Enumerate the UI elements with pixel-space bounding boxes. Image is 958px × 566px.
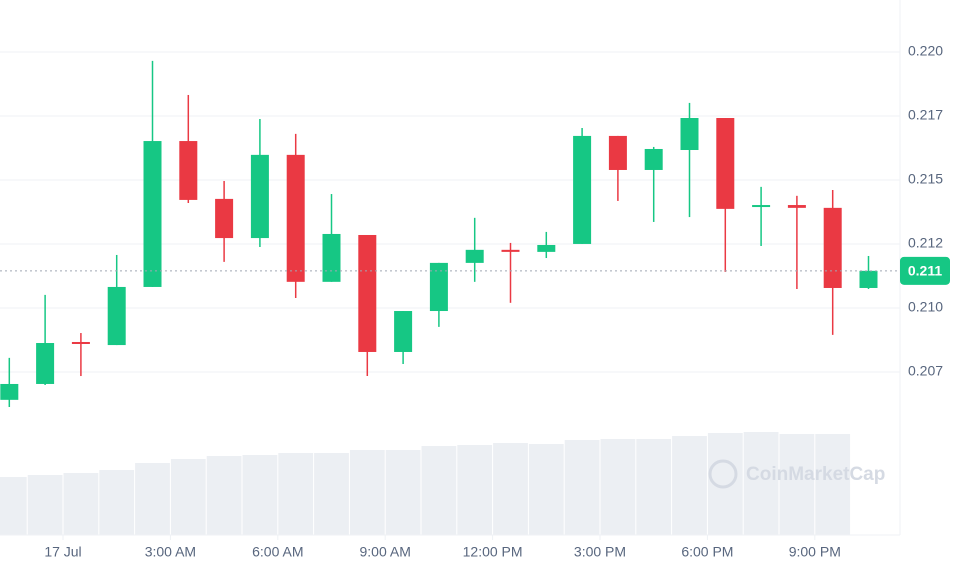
- volume-bar: [493, 443, 528, 535]
- candle-body: [644, 148, 663, 170]
- x-tick-label: 3:00 AM: [145, 544, 196, 560]
- y-tick-label: 0.210: [908, 299, 943, 315]
- volume-bar: [314, 453, 349, 535]
- volume-bar: [636, 439, 672, 535]
- y-tick-label: 0.217: [908, 107, 943, 123]
- watermark: CoinMarketCap: [746, 464, 885, 485]
- volume-bar: [779, 434, 815, 535]
- candle-body: [250, 154, 269, 239]
- candle-body: [787, 205, 806, 208]
- x-tick-label: 12:00 PM: [463, 544, 523, 560]
- candle-body: [608, 135, 627, 170]
- candle-body: [429, 262, 448, 312]
- candle-body: [465, 249, 484, 263]
- candle-body: [752, 205, 771, 208]
- x-tick-label: 17 Jul: [44, 544, 81, 560]
- candle-body: [286, 154, 305, 282]
- volume-bar: [421, 446, 457, 535]
- volume-bar: [457, 445, 493, 535]
- volume-bar: [206, 456, 242, 535]
- volume-layer: [0, 432, 851, 535]
- candle-body: [573, 135, 592, 244]
- volume-bar: [815, 434, 851, 535]
- candle-body: [358, 234, 377, 352]
- volume-bar: [528, 444, 564, 535]
- volume-bar: [135, 463, 170, 535]
- volume-bar: [349, 450, 385, 535]
- grid-layer: [0, 51, 900, 373]
- volume-bar: [743, 432, 779, 535]
- candle-body: [215, 198, 234, 239]
- candle-body: [143, 141, 162, 287]
- x-tick-label: 9:00 AM: [360, 544, 411, 560]
- volume-bar: [99, 470, 135, 535]
- volume-bar: [0, 477, 27, 535]
- y-tick-label: 0.207: [908, 363, 943, 379]
- volume-bar: [27, 475, 63, 535]
- volume-bar: [63, 473, 99, 535]
- candle-body: [823, 207, 842, 288]
- x-tick-label: 6:00 PM: [681, 544, 733, 560]
- volume-bar: [385, 450, 421, 535]
- candle-body: [537, 244, 556, 252]
- candle-body: [0, 383, 19, 400]
- candle-body: [322, 233, 341, 282]
- candle-body: [179, 141, 198, 200]
- y-tick-label: 0.215: [908, 171, 943, 187]
- candle-body: [680, 118, 699, 151]
- candle-body: [107, 286, 126, 346]
- candle-body: [859, 270, 878, 288]
- volume-bar: [170, 459, 206, 535]
- last-price-badge: [900, 256, 950, 285]
- volume-bar: [242, 455, 278, 535]
- x-tick-label: 9:00 PM: [789, 544, 841, 560]
- volume-bar: [672, 436, 707, 535]
- candle-body: [501, 249, 520, 252]
- candles-layer: [0, 60, 878, 408]
- volume-bar: [564, 440, 600, 535]
- volume-bar: [600, 439, 636, 535]
- last-price-label: 0.211: [908, 263, 942, 279]
- volume-bar: [278, 453, 314, 535]
- x-tick-label: 6:00 AM: [252, 544, 303, 560]
- x-tick-label: 3:00 PM: [574, 544, 626, 560]
- candle-body: [36, 343, 55, 384]
- watermark-logo: [708, 459, 738, 489]
- y-tick-label: 0.220: [908, 43, 943, 59]
- candle-body: [71, 341, 90, 344]
- candle-body: [394, 311, 413, 352]
- y-tick-label: 0.212: [908, 235, 943, 251]
- candle-body: [716, 118, 735, 209]
